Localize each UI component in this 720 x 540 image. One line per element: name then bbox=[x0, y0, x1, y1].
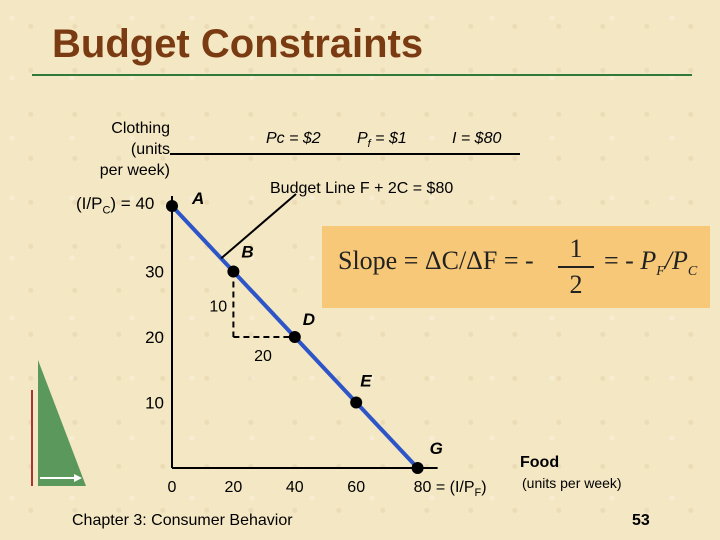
title-divider bbox=[32, 74, 692, 76]
point-label-d: D bbox=[303, 310, 315, 329]
y-tick-30: 30 bbox=[145, 263, 164, 282]
x-intercept-close: ) bbox=[481, 479, 486, 496]
fraction-bar bbox=[558, 266, 594, 268]
page-number: 53 bbox=[632, 512, 650, 529]
x-tick-60: 60 bbox=[347, 479, 365, 496]
point-a bbox=[166, 200, 178, 212]
y-axis-title: Clothing (units per week) bbox=[99, 120, 170, 179]
x-tick-0: 0 bbox=[168, 479, 177, 496]
y-tick-20: 20 bbox=[145, 328, 164, 347]
x-tick-40: 40 bbox=[286, 479, 304, 496]
y-tick-10: 10 bbox=[145, 394, 164, 413]
slope-lhs: Slope = ΔC/ΔF = - bbox=[338, 246, 534, 275]
rise-label: 10 bbox=[209, 299, 227, 316]
slope-box: Slope = ΔC/ΔF = - 1 2 = - PF/PC bbox=[322, 226, 710, 308]
x-tick-20: 20 bbox=[225, 479, 243, 496]
decorative-shape bbox=[30, 360, 90, 495]
slope-rhs: = - PF/PC bbox=[604, 246, 698, 280]
y-intercept-label: (I/PC) = 40 bbox=[76, 194, 155, 217]
x-intercept-label: 80 = (I/PF) bbox=[414, 479, 487, 499]
slope-denominator: 2 bbox=[569, 270, 583, 299]
point-label-b: B bbox=[241, 243, 253, 262]
slope-numerator: 1 bbox=[569, 234, 583, 263]
footer-chapter: Chapter 3: Consumer Behavior bbox=[72, 512, 293, 529]
x-axis-units: (units per week) bbox=[522, 475, 622, 491]
run-label: 20 bbox=[254, 348, 272, 365]
point-d bbox=[288, 331, 301, 343]
slope-fraction: 1 2 bbox=[558, 234, 594, 300]
point-e bbox=[350, 396, 363, 409]
budget-line-pointer bbox=[220, 193, 297, 260]
page-title: Budget Constraints bbox=[52, 22, 424, 66]
price-food-label: Pf = $1 bbox=[357, 130, 407, 151]
point-b bbox=[227, 265, 240, 278]
params-underline bbox=[170, 153, 520, 155]
x-axis-title: Food bbox=[520, 454, 560, 471]
budget-line-label: Budget Line F + 2C = $80 bbox=[270, 180, 454, 197]
point-g bbox=[411, 462, 424, 474]
point-label-a: A bbox=[191, 189, 204, 208]
point-label-g: G bbox=[430, 439, 443, 458]
price-clothing-label: Pc = $2 bbox=[266, 130, 321, 147]
income-label: I = $80 bbox=[452, 130, 502, 147]
x-intercept-sub: F bbox=[475, 487, 482, 499]
point-label-e: E bbox=[360, 372, 372, 391]
